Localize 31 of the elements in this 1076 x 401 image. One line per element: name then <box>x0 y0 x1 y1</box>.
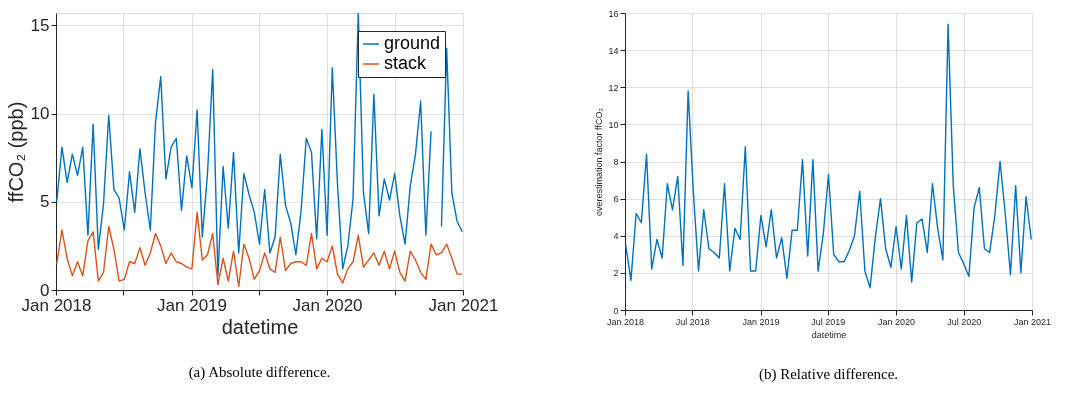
text: (a) Absolute difference. <box>188 364 331 381</box>
x-tick-label: Jan 2021 <box>428 295 499 315</box>
x-axis-title: datetime <box>811 329 847 340</box>
x-tick-label: Jan 2020 <box>878 316 916 327</box>
y-tick-label: 8 <box>613 157 619 167</box>
y-tick-label: 2 <box>613 268 619 279</box>
y-tick-label: 4 <box>613 231 619 242</box>
y-axis-title: overestimation factor ffCO₂ <box>594 107 605 216</box>
y-tick-label: 0 <box>613 305 619 316</box>
y-tick-label: 10 <box>30 104 50 124</box>
y-tick-label: 12 <box>608 82 619 93</box>
y-tick-label: 16 <box>608 8 619 19</box>
y-tick-label: 10 <box>608 119 619 130</box>
text: (b) Relative difference. <box>758 366 899 383</box>
x-tick-label: Jan 2019 <box>742 316 780 327</box>
y-tick-label: 15 <box>30 15 50 35</box>
x-tick-label: Jan 2018 <box>606 316 645 327</box>
x-tick-label: Jan 2020 <box>292 295 363 315</box>
legend-label: ground <box>384 33 441 53</box>
x-tick-label: Jul 2019 <box>811 316 846 327</box>
y-tick-label: 14 <box>608 45 619 56</box>
y-tick-label: 5 <box>40 192 50 212</box>
line-series <box>625 23 1032 289</box>
x-tick-label: Jan 2019 <box>157 295 228 315</box>
y-axis-title: ffCO₂ (ppb) <box>4 101 27 203</box>
x-axis-title: datetime <box>221 315 299 338</box>
x-tick-label: Jul 2020 <box>947 316 982 327</box>
legend-label: stack <box>384 53 428 73</box>
y-tick-label: 6 <box>613 194 619 205</box>
x-tick-label: Jul 2018 <box>675 316 710 327</box>
x-tick-label: Jan 2021 <box>1013 316 1052 327</box>
